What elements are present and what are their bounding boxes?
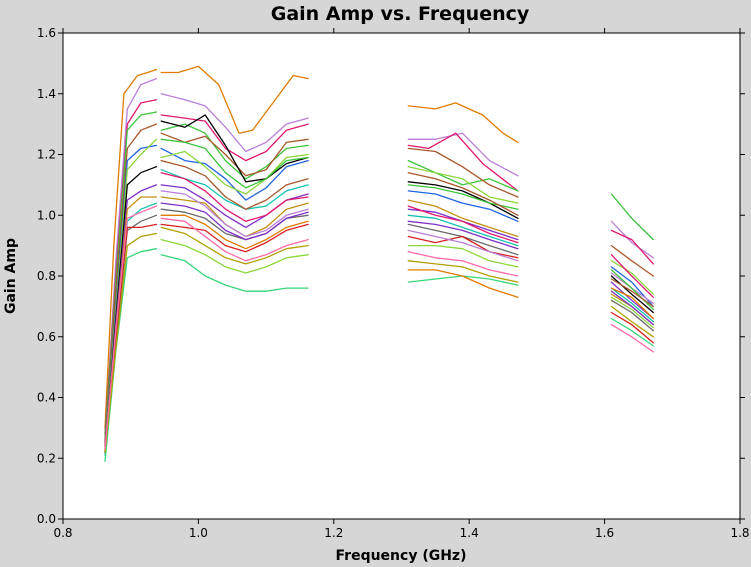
series-line-17-spw2	[407, 229, 519, 262]
series-0	[104, 65, 519, 429]
x-tick-label: 1.4	[460, 526, 479, 540]
series-line-0-spw1	[160, 65, 309, 134]
y-tick-label: 0.8	[37, 269, 56, 283]
series-line-11-spw3	[610, 299, 654, 332]
series-line-7-spw2	[407, 181, 519, 219]
series-line-6-spw2	[407, 166, 519, 204]
series-line-10-spw3	[610, 287, 654, 323]
series-line-12-spw3	[610, 311, 654, 344]
y-tick-label: 1.0	[37, 208, 56, 222]
series-line-21-spw1	[160, 238, 309, 274]
series-line-22-spw2	[407, 220, 519, 250]
series-line-21-spw2	[407, 244, 519, 268]
series-line-13-spw3	[610, 317, 654, 347]
series-line-15-spw1	[160, 217, 309, 262]
series-line-4-spw0	[104, 123, 158, 444]
series-line-2-spw2	[407, 132, 519, 192]
x-tick-label: 1.2	[324, 526, 343, 540]
series-line-1-spw1	[160, 93, 309, 153]
series-line-15-spw3	[610, 323, 654, 353]
series-line-20-spw1	[160, 159, 309, 210]
series-line-20-spw2	[407, 172, 519, 216]
y-tick-label: 1.6	[37, 26, 56, 40]
series-line-10-spw2	[407, 214, 519, 247]
x-tick-label: 1.0	[189, 526, 208, 540]
x-tick-label: 1.8	[730, 526, 749, 540]
y-axis: 0.0 0.2 0.4 0.6 0.8 1.0 1.2 1.4 1.6	[37, 26, 745, 526]
series-line-4-spw2	[407, 147, 519, 198]
series-line-2-spw3	[610, 229, 654, 265]
series-line-13-spw1	[160, 254, 309, 292]
series-line-16-spw3	[610, 287, 654, 320]
series-line-2-spw1	[160, 114, 309, 162]
series-line-20-spw3	[610, 278, 654, 308]
x-axis: 0.8 1.0 1.2 1.4 1.6 1.8	[53, 28, 750, 540]
series-12	[104, 223, 654, 447]
series-line-21-spw3	[610, 296, 654, 329]
series-line-6-spw1	[160, 150, 309, 195]
series-line-14-spw2	[407, 260, 519, 283]
y-axis-label: Gain Amp	[3, 238, 19, 314]
series-line-14-spw3	[610, 305, 654, 338]
series-line-1-spw2	[407, 132, 519, 177]
series-line-19-spw3	[610, 269, 654, 311]
x-axis-label: Frequency (GHz)	[336, 548, 467, 564]
y-tick-label: 0.6	[37, 330, 56, 344]
y-tick-label: 0.2	[37, 451, 56, 465]
series-line-4-spw3	[610, 244, 654, 277]
series-line-15-spw2	[407, 251, 519, 277]
series-line-7-spw3	[610, 275, 654, 314]
series-line-0-spw2	[407, 102, 519, 144]
series-16	[160, 214, 654, 320]
y-tick-label: 0.0	[37, 512, 56, 526]
series-line-19-spw1	[160, 138, 309, 189]
series-line-14-spw0	[104, 232, 158, 453]
series-line-17-spw1	[160, 190, 309, 238]
series-line-10-spw1	[160, 169, 309, 210]
series-line-22-spw1	[160, 202, 309, 241]
series-18	[160, 172, 654, 298]
series-line-16-spw1	[160, 214, 309, 250]
x-tick-label: 0.8	[53, 526, 72, 540]
series-line-0-spw0	[104, 68, 158, 429]
series-line-14-spw1	[160, 226, 309, 265]
x-tick-label: 1.6	[595, 526, 614, 540]
series-line-16-spw2	[407, 269, 519, 298]
series-line-8-spw3	[610, 281, 654, 320]
series-line-18-spw3	[610, 254, 654, 298]
chart-title: Gain Amp vs. Frequency	[271, 3, 530, 25]
series-line-18-spw1	[160, 172, 309, 222]
series-line-5-spw2	[407, 190, 519, 222]
y-tick-label: 1.4	[37, 87, 56, 101]
series-line-1-spw3	[610, 220, 654, 259]
series-line-22-spw3	[610, 290, 654, 326]
series-4	[104, 123, 654, 444]
series-line-15-spw0	[104, 205, 158, 450]
plot-area	[62, 32, 741, 520]
series-21	[160, 238, 654, 329]
series-line-7-spw1	[160, 114, 309, 183]
series-line-4-spw1	[160, 132, 309, 177]
series-line-6-spw3	[610, 260, 654, 295]
series-line-3-spw2	[407, 159, 519, 192]
y-tick-label: 0.4	[37, 391, 56, 405]
y-tick-label: 1.2	[37, 148, 56, 162]
series-line-3-spw3	[610, 193, 654, 241]
series-line-9-spw2	[407, 199, 519, 238]
series-layer	[104, 65, 654, 462]
series-line-18-spw2	[407, 205, 519, 244]
series-line-12-spw1	[160, 223, 309, 253]
series-15	[104, 205, 654, 450]
series-line-12-spw2	[407, 235, 519, 259]
series-22	[160, 202, 654, 326]
series-20	[160, 159, 654, 308]
series-14	[104, 226, 654, 453]
